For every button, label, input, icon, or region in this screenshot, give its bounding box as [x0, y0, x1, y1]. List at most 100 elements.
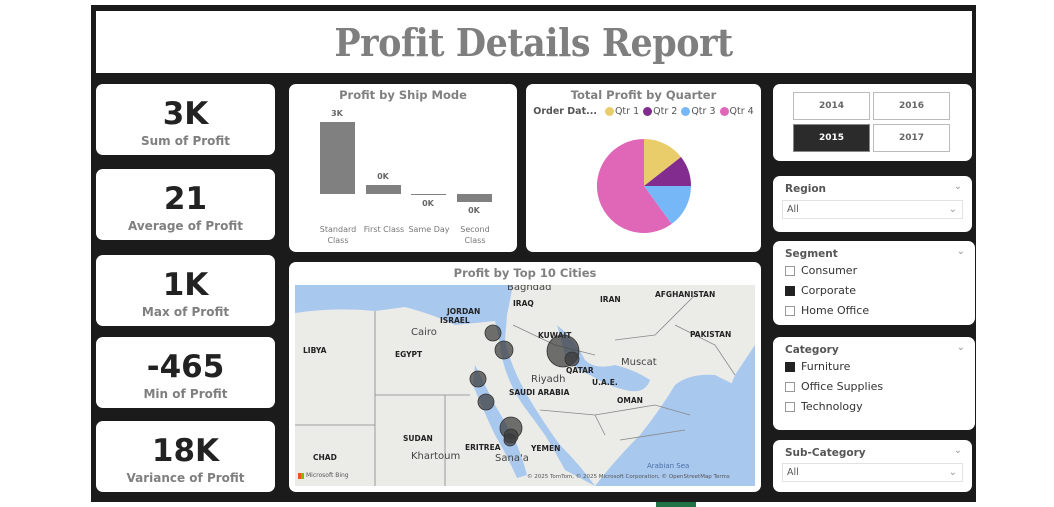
kpi-card-variance[interactable]: 18K Variance of Profit — [96, 421, 275, 492]
category-label: Same Day — [408, 225, 450, 234]
page-title: Profit Details Report — [334, 19, 734, 65]
bar-first-class[interactable] — [366, 185, 401, 194]
map-label-country: IRAQ — [513, 299, 534, 308]
bar-second-class[interactable] — [457, 194, 492, 202]
map-label-city: Muscat — [621, 357, 657, 368]
map-label-country: CHAD — [313, 453, 337, 462]
checkbox-icon — [785, 401, 795, 412]
kpi-value: -465 — [146, 349, 225, 385]
segment-option-corporate[interactable]: Corporate — [785, 284, 856, 297]
year-button-2017[interactable]: 2017 — [873, 124, 950, 152]
pie-slice-qtr1 — [644, 139, 681, 186]
chart-title: Profit by Ship Mode — [339, 88, 467, 102]
map-label-country: KUWAIT — [538, 331, 572, 340]
kpi-card-max[interactable]: 1K Max of Profit — [96, 255, 275, 326]
map-label-country: SAUDI ARABIA — [509, 388, 570, 397]
sheet-tab-indicator[interactable] — [656, 502, 696, 507]
kpi-value: 18K — [151, 433, 220, 469]
ship-mode-chart[interactable]: Profit by Ship Mode 3K 0K 0K 0K Standard… — [289, 84, 517, 252]
map-provider-logo: Microsoft Bing — [298, 472, 349, 479]
city-bubble — [477, 393, 495, 411]
map-label-country: YEMEN — [531, 444, 561, 453]
legend-item-qtr4[interactable]: Qtr 4 — [719, 106, 754, 117]
map-label-sea: Arabian Sea — [647, 462, 690, 470]
kpi-value: 21 — [163, 181, 208, 217]
kpi-label: Min of Profit — [143, 387, 228, 401]
map-bubbles[interactable] — [295, 285, 755, 486]
map-attribution[interactable]: © 2025 TomTom, © 2025 Microsoft Corporat… — [527, 474, 730, 480]
year-button-2016[interactable]: 2016 — [873, 92, 950, 120]
map-label-country: ERITREA — [465, 443, 501, 452]
map-label-city: Riyadh — [531, 374, 566, 385]
slicer-title: Segment — [785, 248, 838, 260]
city-bubble — [484, 324, 502, 342]
bar-data-label: 0K — [377, 172, 389, 181]
legend-item-qtr1[interactable]: Qtr 1 — [604, 106, 639, 117]
map-label-country: U.A.E. — [592, 378, 618, 387]
map-label-country: QATAR — [566, 366, 594, 375]
category-label: Standard Class — [319, 225, 357, 245]
region-slicer: Region ⌄ All ⌄ — [773, 176, 972, 232]
city-bubble — [494, 340, 514, 360]
map-label-country: SUDAN — [403, 434, 433, 443]
category-option-office-supplies[interactable]: Office Supplies — [785, 380, 883, 393]
bar-data-label: 0K — [422, 199, 434, 208]
quarter-pie-chart[interactable]: Total Profit by Quarter Order Dat... Qtr… — [526, 84, 761, 252]
map-label-country: AFGHANISTAN — [655, 290, 716, 299]
kpi-card-average[interactable]: 21 Average of Profit — [96, 169, 275, 240]
category-option-technology[interactable]: Technology — [785, 400, 863, 413]
slicer-title: Category — [785, 344, 839, 356]
kpi-label: Average of Profit — [128, 219, 243, 233]
chevron-down-icon[interactable]: ⌄ — [956, 342, 965, 353]
kpi-card-sum[interactable]: 3K Sum of Profit — [96, 84, 275, 155]
segment-slicer: Segment ⌄ Consumer Corporate Home Office — [773, 241, 975, 325]
map-label-city: Sana'a — [495, 453, 529, 464]
city-bubble — [564, 351, 580, 367]
legend-item-qtr2[interactable]: Qtr 2 — [643, 106, 677, 117]
map-label-city: Baghdad — [507, 285, 552, 293]
year-slicer: 2014 2016 2015 2017 — [773, 84, 972, 161]
map-label-city: Khartoum — [411, 451, 461, 462]
chevron-down-icon[interactable]: ⌄ — [956, 246, 965, 257]
chevron-down-icon[interactable]: ⌄ — [953, 445, 962, 456]
kpi-value: 1K — [162, 267, 209, 303]
report-title-banner: Profit Details Report — [96, 11, 972, 73]
checkbox-icon — [785, 381, 795, 392]
chevron-down-icon[interactable]: ⌄ — [953, 181, 962, 192]
city-bubble — [503, 433, 517, 447]
category-label: First Class — [363, 225, 405, 234]
kpi-label: Sum of Profit — [140, 134, 231, 148]
pie-slice-qtr4 — [596, 138, 672, 233]
kpi-card-min[interactable]: -465 Min of Profit — [96, 337, 275, 408]
bar-standard-class[interactable] — [320, 122, 355, 194]
sub-category-slicer: Sub-Category ⌄ All ⌄ — [773, 440, 972, 492]
pie-slice-qtr2 — [644, 157, 691, 186]
category-option-furniture[interactable]: Furniture — [785, 360, 850, 373]
region-dropdown[interactable]: All ⌄ — [782, 200, 963, 219]
map-label-country: PAKISTAN — [690, 330, 732, 339]
map-view[interactable]: LIBYA EGYPT JORDAN ISRAEL IRAQ IRAN AFGH… — [295, 285, 755, 486]
year-button-2015[interactable]: 2015 — [793, 124, 870, 152]
bar-same-day[interactable] — [411, 194, 446, 195]
chevron-down-icon: ⌄ — [948, 204, 957, 215]
category-label: Second Class — [460, 225, 490, 245]
segment-option-consumer[interactable]: Consumer — [785, 264, 857, 277]
dropdown-value: All — [787, 467, 799, 478]
checkbox-icon — [785, 305, 795, 316]
kpi-label: Max of Profit — [141, 305, 230, 319]
year-button-2014[interactable]: 2014 — [793, 92, 870, 120]
category-slicer: Category ⌄ Furniture Office Supplies Tec… — [773, 337, 975, 430]
legend-title: Order Dat... — [533, 106, 597, 117]
sub-category-dropdown[interactable]: All ⌄ — [782, 463, 963, 482]
bar-data-label: 0K — [468, 206, 480, 215]
kpi-label: Variance of Profit — [126, 471, 245, 485]
pie-chart[interactable] — [596, 138, 692, 234]
checkbox-checked-icon — [785, 361, 795, 372]
dropdown-value: All — [787, 204, 799, 215]
chart-title: Profit by Top 10 Cities — [453, 266, 597, 280]
map-label-country: OMAN — [617, 396, 643, 405]
chart-legend: Order Dat... Qtr 1 Qtr 2 Qtr 3 Qtr 4 — [526, 106, 761, 117]
legend-item-qtr3[interactable]: Qtr 3 — [681, 106, 716, 117]
chevron-down-icon: ⌄ — [948, 467, 957, 478]
segment-option-home-office[interactable]: Home Office — [785, 304, 869, 317]
